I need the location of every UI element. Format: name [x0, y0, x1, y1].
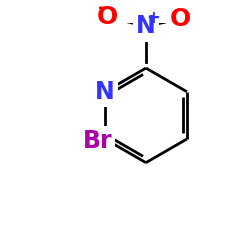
Text: N: N: [136, 14, 156, 38]
Text: -: -: [98, 0, 106, 17]
Text: O: O: [170, 7, 191, 31]
Text: O: O: [97, 5, 118, 29]
Text: +: +: [146, 9, 160, 27]
Text: Br: Br: [83, 129, 112, 153]
Text: N: N: [95, 80, 115, 104]
